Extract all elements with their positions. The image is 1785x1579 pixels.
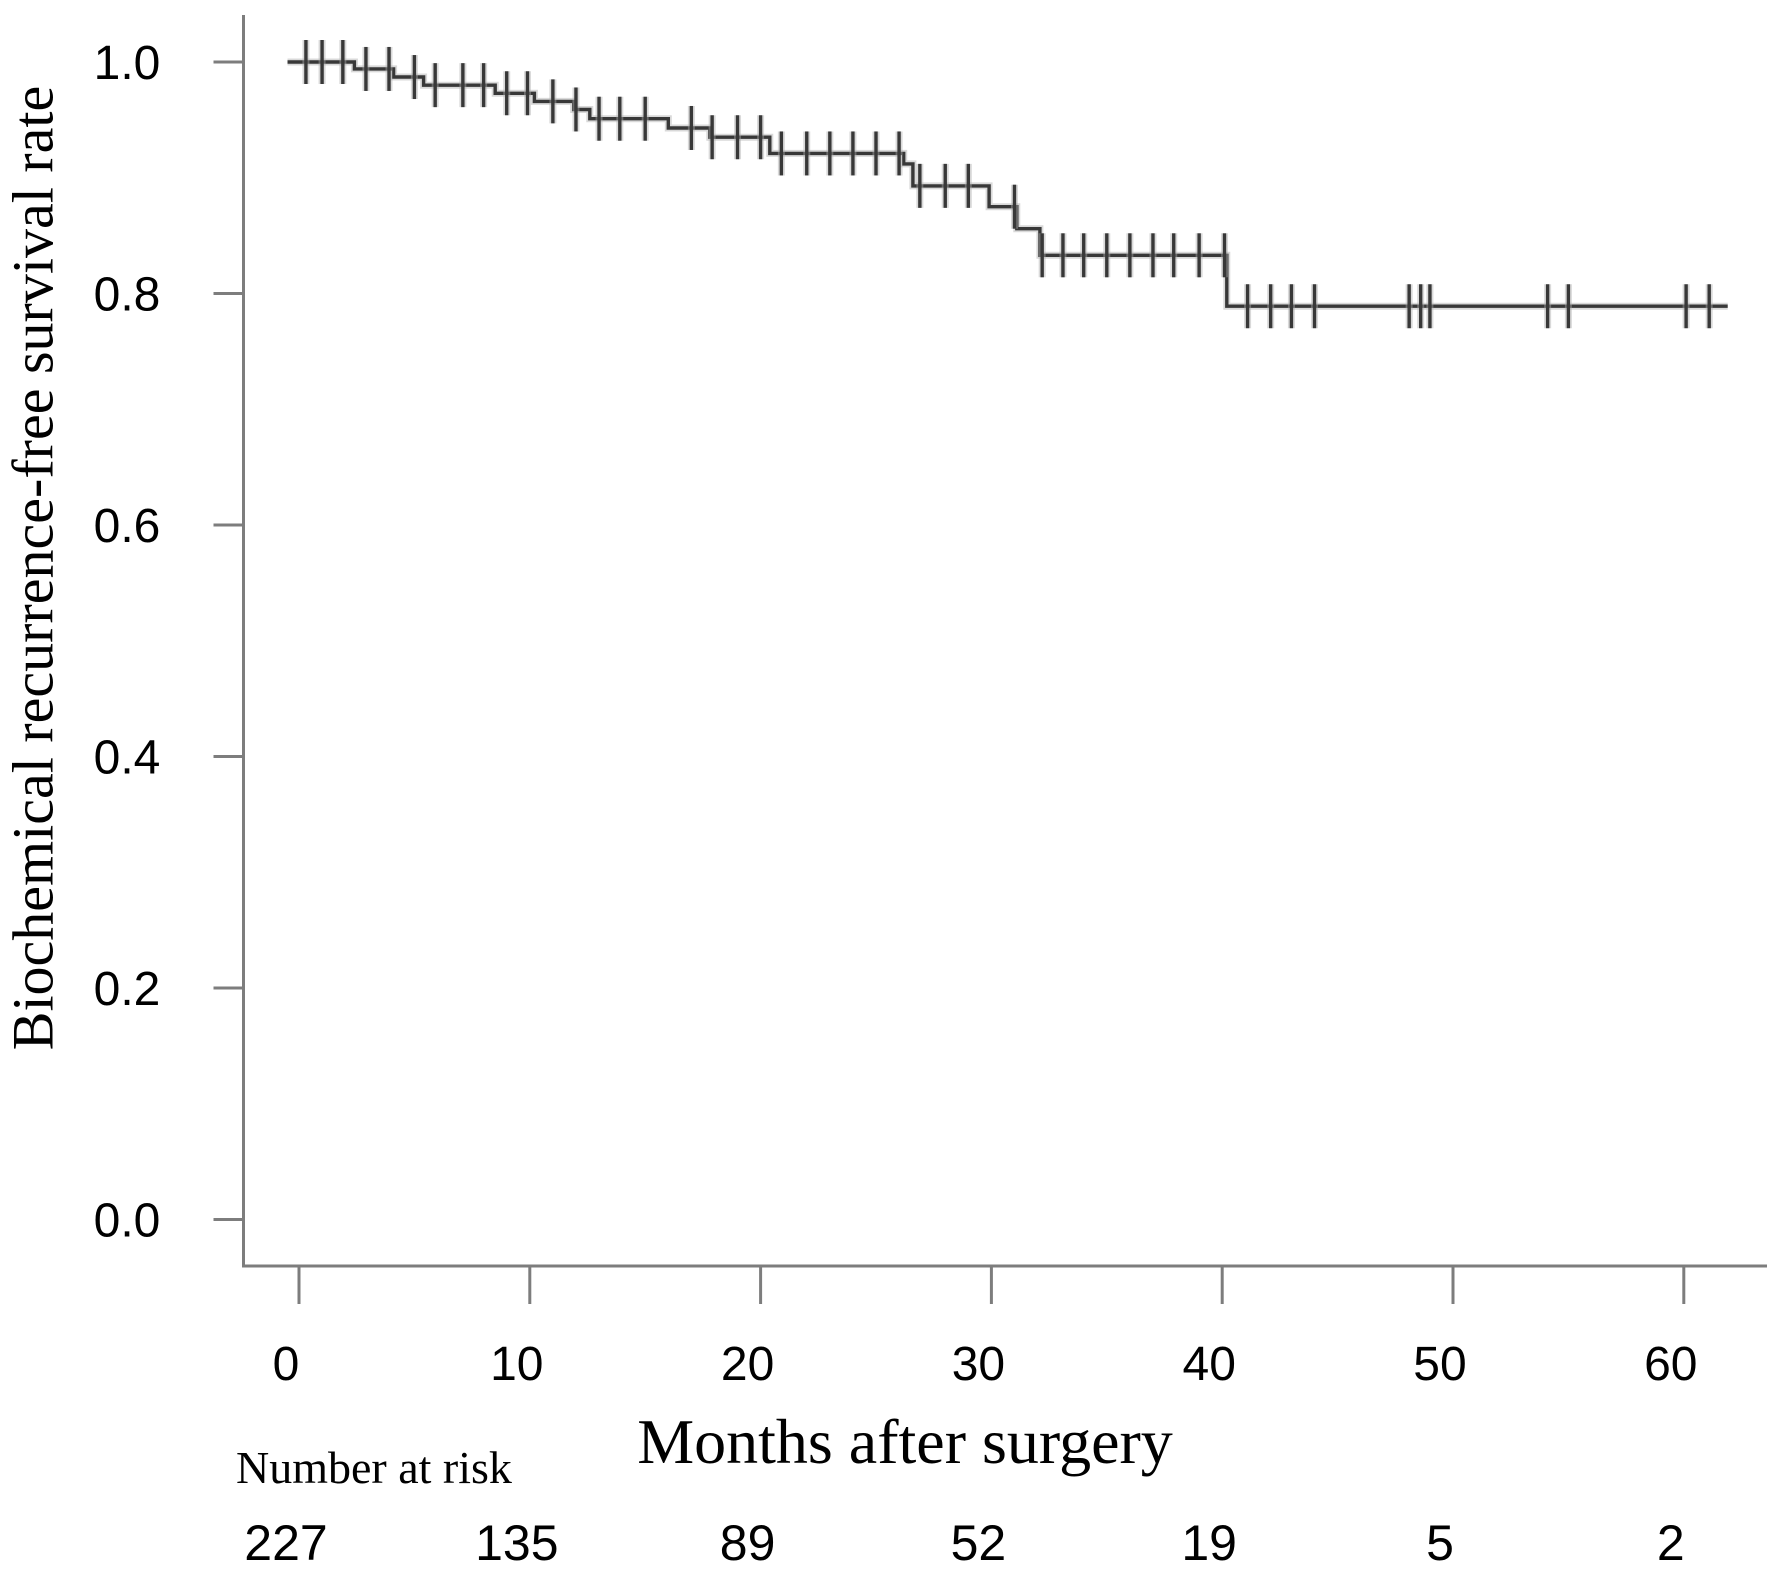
y-axis-tick-label: 0.6: [94, 500, 161, 553]
y-axis-tick-label: 1.0: [94, 37, 161, 90]
number-at-risk-value: 5: [1426, 1515, 1454, 1571]
x-axis-tick-label: 50: [1413, 1338, 1466, 1391]
y-axis-tick-label: 0.2: [94, 963, 161, 1016]
y-axis-title: Biochemical recurrence-free survival rat…: [0, 85, 66, 1051]
x-axis-tick-label: 60: [1644, 1338, 1697, 1391]
number-at-risk-value: 52: [951, 1515, 1007, 1571]
x-axis-tick-label: 40: [1183, 1338, 1236, 1391]
y-axis-tick-label: 0.0: [94, 1195, 161, 1248]
number-at-risk-value: 135: [475, 1515, 558, 1571]
x-axis-tick-label: 30: [952, 1338, 1005, 1391]
x-axis-tick-label: 20: [721, 1338, 774, 1391]
survival-curve: [287, 60, 1728, 308]
x-axis-title: Months after surgery: [637, 1406, 1173, 1477]
x-axis-tick-label: 0: [273, 1338, 300, 1391]
x-axis-tick-label: 10: [490, 1338, 543, 1391]
number-at-risk-value: 89: [720, 1515, 776, 1571]
number-at-risk-label: Number at risk: [236, 1442, 512, 1493]
number-at-risk-value: 2: [1657, 1515, 1685, 1571]
y-axis-tick-label: 0.4: [94, 732, 161, 785]
number-at-risk-value: 19: [1181, 1515, 1237, 1571]
y-axis-tick-label: 0.8: [94, 269, 161, 322]
number-at-risk-value: 227: [244, 1515, 327, 1571]
